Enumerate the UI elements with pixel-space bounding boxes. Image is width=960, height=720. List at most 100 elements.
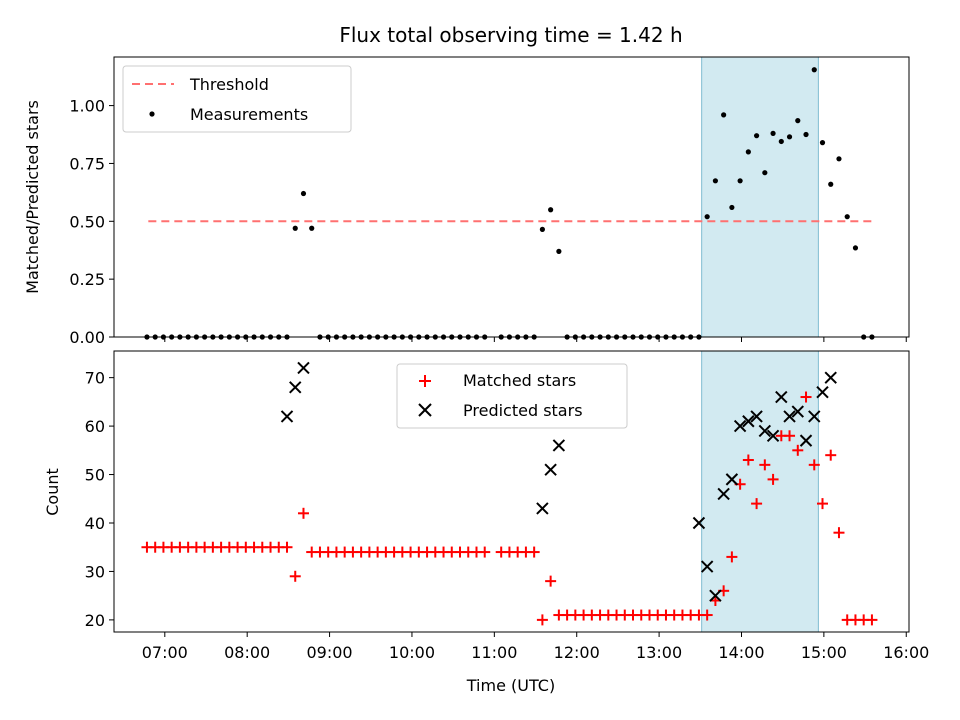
y-tick-label: 50 [85, 466, 105, 485]
matched-star-point [742, 454, 754, 466]
legend-measurement-swatch [149, 111, 155, 117]
top-axes-frame [113, 56, 910, 338]
chart-title: Flux total observing time = 1.42 h [339, 23, 682, 47]
predicted-star-point [725, 473, 739, 486]
matched-star-point [751, 498, 763, 510]
measurement-point [712, 178, 718, 184]
matched-star-point [767, 473, 779, 485]
measurement-point [844, 214, 850, 220]
measurement-point [300, 190, 307, 197]
predicted-star-point [700, 560, 714, 573]
matched-star-point [816, 498, 828, 510]
measurement-point [309, 225, 315, 231]
y-tick-label: 30 [85, 562, 105, 581]
measurement-point [836, 156, 842, 162]
measurement-point [811, 67, 817, 73]
predicted-star-stroke-b [808, 410, 821, 423]
x-tick-label: 10:00 [389, 643, 435, 662]
predicted-star-point [824, 371, 837, 384]
measurement-point [762, 170, 768, 176]
measurement-point [753, 133, 760, 139]
measurement-point [786, 134, 793, 140]
measurement-point [819, 140, 826, 146]
legend-measurement-label: Measurements [190, 105, 308, 124]
measurement-point [704, 214, 710, 220]
top-y-axis-label: Matched/Predicted stars [23, 100, 42, 294]
predicted-star-stroke-b [544, 463, 557, 476]
bottom-y-axis-ticks: 20 30 40 50 60 70 [85, 369, 114, 630]
bottom-legend: Matched stars Predicted stars [396, 363, 628, 429]
matched-star-point [701, 609, 713, 621]
matched-star-point [800, 391, 812, 403]
matched-star-point [479, 546, 491, 558]
x-axis-label: Time (UTC) [466, 676, 555, 695]
legend-matched-swatch [419, 375, 431, 387]
predicted-star-stroke-b [766, 429, 780, 442]
x-tick-label: 14:00 [718, 643, 764, 662]
legend-predicted-swatch [418, 403, 432, 417]
predicted-star-stroke-b [709, 589, 722, 602]
matched-star-point [784, 430, 796, 442]
legend-predicted-label: Predicted stars [463, 401, 583, 420]
x-tick-label: 08:00 [224, 643, 270, 662]
predicted-star-point [775, 390, 788, 404]
matched-star-points [141, 391, 878, 626]
y-tick-label: 0.75 [69, 154, 105, 173]
top-highlight-span [701, 56, 819, 338]
measurement-point [292, 225, 298, 231]
matched-star-point [726, 551, 738, 563]
measurement-point [556, 248, 562, 254]
matched-star-point [297, 507, 309, 519]
top-panel: 0.00 0.25 0.50 0.75 1.00 Matched/Predicted s… [23, 56, 910, 347]
measurement-point [770, 130, 776, 136]
measurement-point [548, 207, 554, 213]
predicted-star-point [717, 487, 730, 501]
predicted-star-stroke-b [783, 410, 796, 423]
predicted-star-stroke-b [717, 487, 730, 501]
matched-star-point [545, 575, 557, 587]
predicted-star-stroke-b [750, 410, 763, 423]
predicted-star-stroke-b [824, 371, 837, 384]
predicted-star-stroke-b [758, 424, 772, 438]
bottom-y-axis-label: Count [43, 468, 62, 516]
measurement-point [729, 204, 735, 211]
measurement-point [852, 245, 859, 251]
y-tick-label: 0.25 [69, 270, 105, 289]
predicted-star-point [799, 434, 813, 447]
matched-star-point [281, 541, 293, 553]
predicted-star-points [280, 361, 837, 602]
predicted-star-stroke-b [725, 473, 739, 486]
top-y-axis-ticks: 0.00 0.25 0.50 0.75 1.00 [69, 97, 114, 347]
predicted-star-point [692, 516, 706, 530]
predicted-star-point [536, 502, 549, 515]
measurement-point [721, 112, 727, 118]
predicted-star-point [742, 415, 755, 428]
predicted-star-point [750, 410, 763, 423]
predicted-star-point [709, 589, 722, 602]
y-tick-label: 40 [85, 514, 105, 533]
x-tick-label: 16:00 [883, 643, 929, 662]
matched-star-point [808, 459, 820, 471]
predicted-star-stroke-b [297, 361, 310, 375]
y-tick-label: 20 [85, 611, 105, 630]
y-tick-label: 0.00 [69, 328, 105, 347]
predicted-star-stroke-b [775, 390, 788, 404]
x-tick-label: 09:00 [307, 643, 353, 662]
measurement-point [778, 138, 784, 145]
y-tick-label: 1.00 [69, 97, 105, 116]
x-tick-label: 12:00 [554, 643, 600, 662]
predicted-star-point [766, 429, 780, 442]
measurement-point [803, 131, 809, 138]
matched-star-point [528, 546, 540, 558]
predicted-star-stroke-b [742, 415, 755, 428]
predicted-star-stroke-b [692, 516, 706, 530]
predicted-star-stroke-b [791, 405, 804, 418]
predicted-star-stroke-b [700, 560, 714, 573]
predicted-star-point [552, 439, 566, 452]
y-tick-label: 60 [85, 417, 105, 436]
predicted-star-point [297, 361, 310, 375]
bottom-axes-frame [113, 350, 910, 633]
matched-star-point [289, 570, 301, 582]
predicted-star-point [758, 424, 772, 438]
